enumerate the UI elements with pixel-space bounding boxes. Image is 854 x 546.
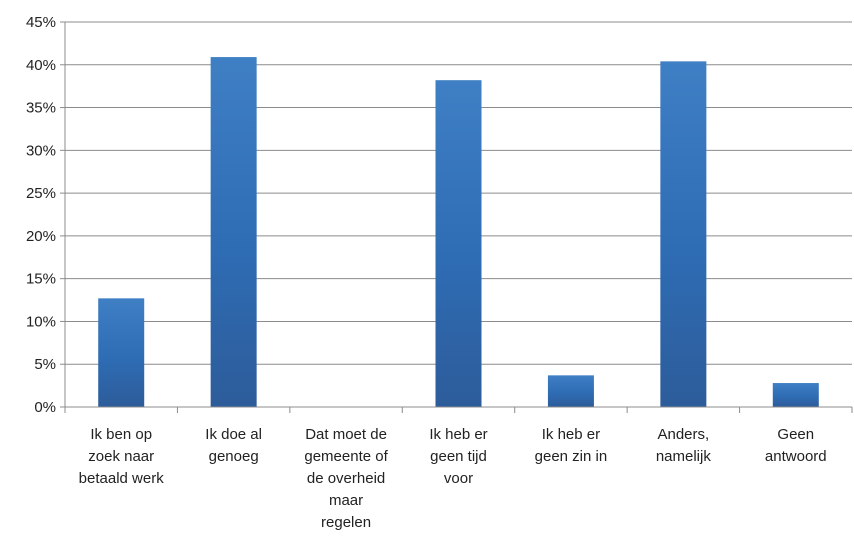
y-tick-label: 20%	[26, 228, 56, 245]
x-tick-label-line: Ik heb er	[541, 426, 601, 443]
x-tick-label-line: de overheid	[306, 470, 386, 487]
x-tick-label-line: gemeente of	[304, 448, 388, 465]
x-tick-label-line: namelijk	[655, 448, 711, 465]
y-tick-label: 45%	[26, 14, 56, 31]
x-tick-label-line: Ik ben op	[90, 426, 153, 443]
y-tick-label: 10%	[26, 313, 56, 330]
x-tick-label: Ik doe al genoeg	[178, 424, 290, 468]
y-tick-label: 35%	[26, 100, 56, 117]
bar	[547, 375, 594, 407]
x-tick-label-line: Ik heb er	[429, 426, 488, 443]
x-tick-label: Geen antwoord	[740, 424, 852, 468]
x-tick-label-line: Ik doe al	[205, 426, 262, 443]
y-tick-label: 5%	[34, 356, 56, 373]
y-tick-label: 0%	[34, 399, 56, 416]
y-axis-tick-labels: 0% 5% 10% 15% 20% 25% 30% 35% 40% 45%	[26, 14, 56, 416]
x-tick-label-line: zoek naar	[88, 448, 155, 465]
x-tick-label: Ik ben op zoek naar betaald werk	[65, 424, 177, 490]
y-tick-label: 40%	[26, 57, 56, 74]
x-tick-label-line: Dat moet de	[305, 426, 387, 443]
bar	[210, 57, 257, 407]
x-tick-label: Ik heb er geen zin in	[515, 424, 627, 468]
bar	[98, 298, 145, 407]
x-tick-label-line: voor	[443, 470, 474, 487]
x-tick-label-line: Anders,	[657, 426, 710, 443]
x-tick-label: Ik heb er geen tijd voor	[403, 424, 515, 490]
x-tick-label-line: betaald werk	[78, 470, 164, 487]
x-tick-label: Dat moet de gemeente of de overheid maar reg…	[290, 424, 402, 534]
x-tick-label-line: Geen	[777, 426, 815, 443]
y-tick-label: 25%	[26, 185, 56, 202]
x-tick-label-line: maar	[328, 492, 364, 509]
x-tick-label: Anders, namelijk	[627, 424, 739, 468]
bars	[98, 57, 819, 407]
axes	[60, 21, 853, 413]
x-tick-label-line: antwoord	[764, 448, 827, 465]
x-tick-label-line: regelen	[321, 514, 372, 531]
bar	[435, 80, 482, 407]
bar	[772, 383, 819, 407]
bar	[660, 61, 707, 407]
x-tick-label-line: geen zin in	[534, 448, 608, 465]
y-tick-label: 15%	[26, 271, 56, 288]
y-tick-label: 30%	[26, 142, 56, 159]
x-tick-label-line: genoeg	[208, 448, 259, 465]
x-tick-label-line: geen tijd	[430, 448, 487, 465]
